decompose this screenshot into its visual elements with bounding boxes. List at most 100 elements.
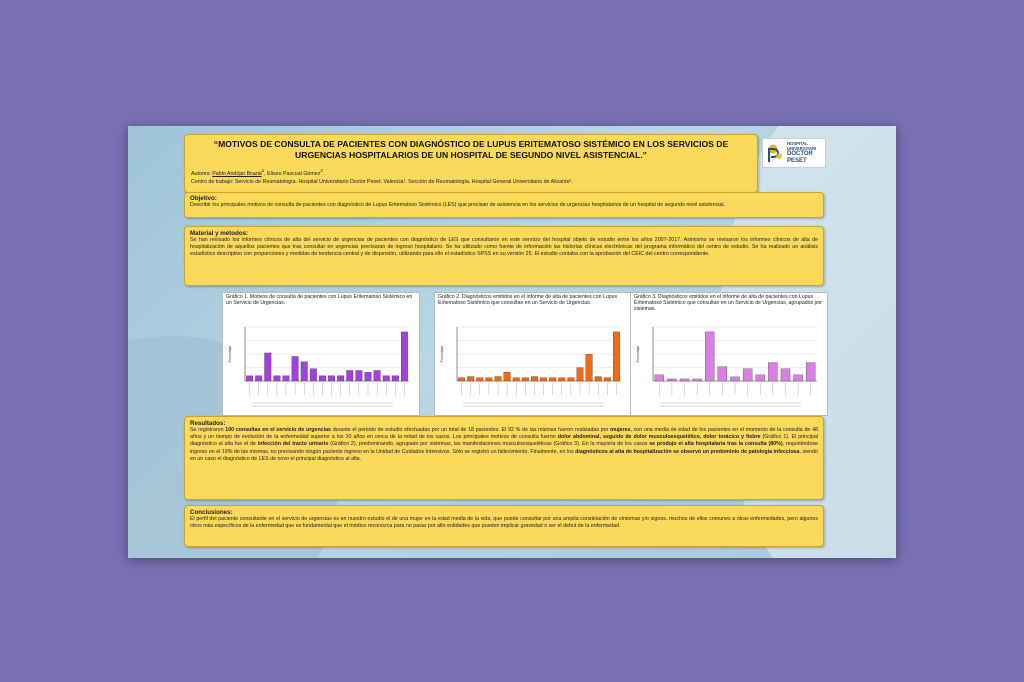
title-box: “MOTIVOS DE CONSULTA DE PACIENTES CON DI… — [184, 134, 758, 193]
resultados-text-part: , siendo en un caso el diagnóstico de LE… — [190, 448, 819, 462]
authors-label: Autores: — [191, 170, 211, 177]
resultados-bold-part: infección del tracto urinario — [257, 441, 329, 448]
figure-1-caption: Gráfico 1. Motivos de consulta de pacien… — [226, 294, 413, 307]
chart-bar — [567, 377, 575, 382]
chart-bar — [264, 352, 272, 382]
objetivo-text: Describir los principales motivos de con… — [190, 202, 725, 208]
chart-bar — [273, 375, 281, 382]
resultados-bold-part: se produjo el alta hospitalaria tras la … — [649, 441, 783, 448]
chart-bar — [373, 370, 381, 382]
chart-bar — [531, 376, 538, 382]
chart-bar — [730, 376, 740, 382]
chart-bar — [282, 375, 290, 382]
chart-bar — [319, 375, 326, 382]
metodos-heading: Material y métodos: — [190, 230, 249, 237]
y-axis-label: Porcentaje — [636, 346, 640, 363]
chart-bar — [667, 378, 677, 382]
chart-bar — [512, 377, 520, 382]
y-axis-label: Porcentaje — [228, 346, 232, 363]
y-axis-label: Porcentaje — [440, 346, 444, 363]
chart-bar — [576, 367, 584, 382]
hospital-logo: HOSPITAL UNIVERSITARI DOCTOR PESET — [762, 138, 826, 168]
figure-3-chart: Porcentaje — [636, 326, 817, 407]
logo-line-1: HOSPITAL UNIVERSITARI — [787, 141, 817, 151]
conclusiones-text: El perfil del paciente consultante en el… — [190, 516, 818, 530]
chart-bar — [780, 368, 791, 382]
chart-bar — [540, 377, 547, 382]
conclusiones-heading: Conclusiones: — [190, 509, 233, 516]
author-2-affiliation: 2 — [320, 168, 323, 173]
authors-end: . — [322, 170, 325, 177]
figure-3: Gráfico 3. Diagnósticos emitidos en el i… — [630, 292, 828, 416]
poster-title: “MOTIVOS DE CONSULTA DE PACIENTES CON DI… — [213, 139, 729, 160]
chart-bar — [755, 374, 765, 382]
figure-2: Gráfico 2. Diagnósticos emitidos en el i… — [434, 292, 632, 416]
chart-bar — [476, 377, 484, 382]
chart-bar — [768, 362, 778, 382]
authors-line: Autores: Pablo Andújar Brazal1, Eliseo P… — [191, 167, 751, 178]
chart-bar — [558, 377, 566, 382]
figure-2-caption: Gráfico 2. Diagnósticos emitidos en el i… — [438, 294, 618, 307]
chart-bar — [806, 362, 816, 382]
chart-bar — [585, 354, 593, 382]
resultados-text-part: (Gráfico 1). El principal diagnóstico al… — [190, 434, 818, 448]
chart-bar — [494, 376, 502, 382]
metodos-text: Se han revisado los informes clínicos de… — [190, 237, 818, 258]
resultados-text-part: Se registraron — [190, 427, 226, 433]
chart-bar — [793, 374, 803, 382]
chart-bar — [309, 368, 317, 382]
figure-3-caption: Gráfico 3. Diagnósticos emitidos en el i… — [634, 294, 823, 313]
workplace-line: Centro de trabajo: Servicio de Reumatolo… — [191, 178, 573, 185]
author-1-affiliation: 1 — [261, 168, 265, 173]
figure-1: Gráfico 1. Motivos de consulta de pacien… — [222, 292, 420, 416]
chart-bar — [549, 377, 557, 382]
chart-bar — [382, 375, 390, 382]
chart-bar — [613, 331, 620, 382]
author-1: Pablo Andújar Brazal — [212, 170, 262, 177]
chart-bar — [246, 375, 253, 382]
chart-bar — [603, 377, 611, 382]
conclusiones-box: Conclusiones: El perfil del paciente con… — [184, 505, 824, 547]
figure-2-chart: Porcentaje — [440, 326, 621, 407]
chart-bar — [291, 356, 299, 382]
chart-bar — [594, 376, 602, 382]
resultados-text-part: , con una media de edad de los pacientes… — [190, 427, 818, 441]
chart-bar — [255, 375, 263, 382]
chart-bar — [705, 331, 715, 382]
chart-bar — [391, 375, 399, 382]
chart-bar — [692, 378, 702, 382]
resultados-text-part: durante el periodo de estudio efectuadas… — [331, 427, 611, 433]
figure-1-chart: Porcentaje — [228, 326, 409, 407]
chart-bar — [337, 375, 345, 382]
chart-bar — [717, 366, 728, 382]
chart-bar — [364, 372, 372, 382]
poster: “MOTIVOS DE CONSULTA DE PACIENTES CON DI… — [128, 126, 896, 558]
chart-bar — [485, 377, 493, 382]
chart-bar — [458, 377, 465, 382]
chart-bar — [679, 378, 690, 382]
author-2: , Eliseo Pascual Gómez — [264, 170, 321, 177]
chart-bar — [401, 331, 408, 382]
chart-bar — [654, 374, 664, 382]
objetivo-heading: Objetivo: — [190, 195, 217, 202]
resultados-text-part: , requiriéndose ingreso en el 19% de las… — [190, 441, 818, 455]
chart-bar — [503, 371, 511, 382]
resultados-box: Resultados: Se registraron 100 consultas… — [184, 416, 824, 500]
chart-bar — [346, 370, 354, 382]
chart-bar — [328, 375, 335, 382]
chart-bar — [467, 376, 475, 382]
chart-bar — [355, 370, 363, 382]
hospital-logo-icon — [768, 144, 782, 162]
resultados-bold-part: mujeres — [610, 427, 631, 433]
logo-line-2: DOCTOR PESET — [787, 151, 813, 164]
resultados-text: Se registraron 100 consultas en el servi… — [190, 427, 818, 463]
chart-bar — [300, 361, 308, 382]
chart-bar — [742, 368, 753, 382]
resultados-bold-part: 100 consultas en el servicio de urgencia… — [225, 427, 331, 433]
resultados-bold-part: dolor abdominal, seguido de dolor muscul… — [557, 434, 761, 441]
metodos-box: Material y métodos: Se han revisado los … — [184, 226, 824, 286]
resultados-text-part: (Gráfico 2), predominando, agrupado por … — [328, 441, 650, 448]
resultados-heading: Resultados: — [190, 420, 226, 427]
resultados-bold-part: diagnósticos al alta de hospitalización … — [575, 448, 800, 455]
objetivo-box: Objetivo: Describir los principales moti… — [184, 192, 824, 218]
